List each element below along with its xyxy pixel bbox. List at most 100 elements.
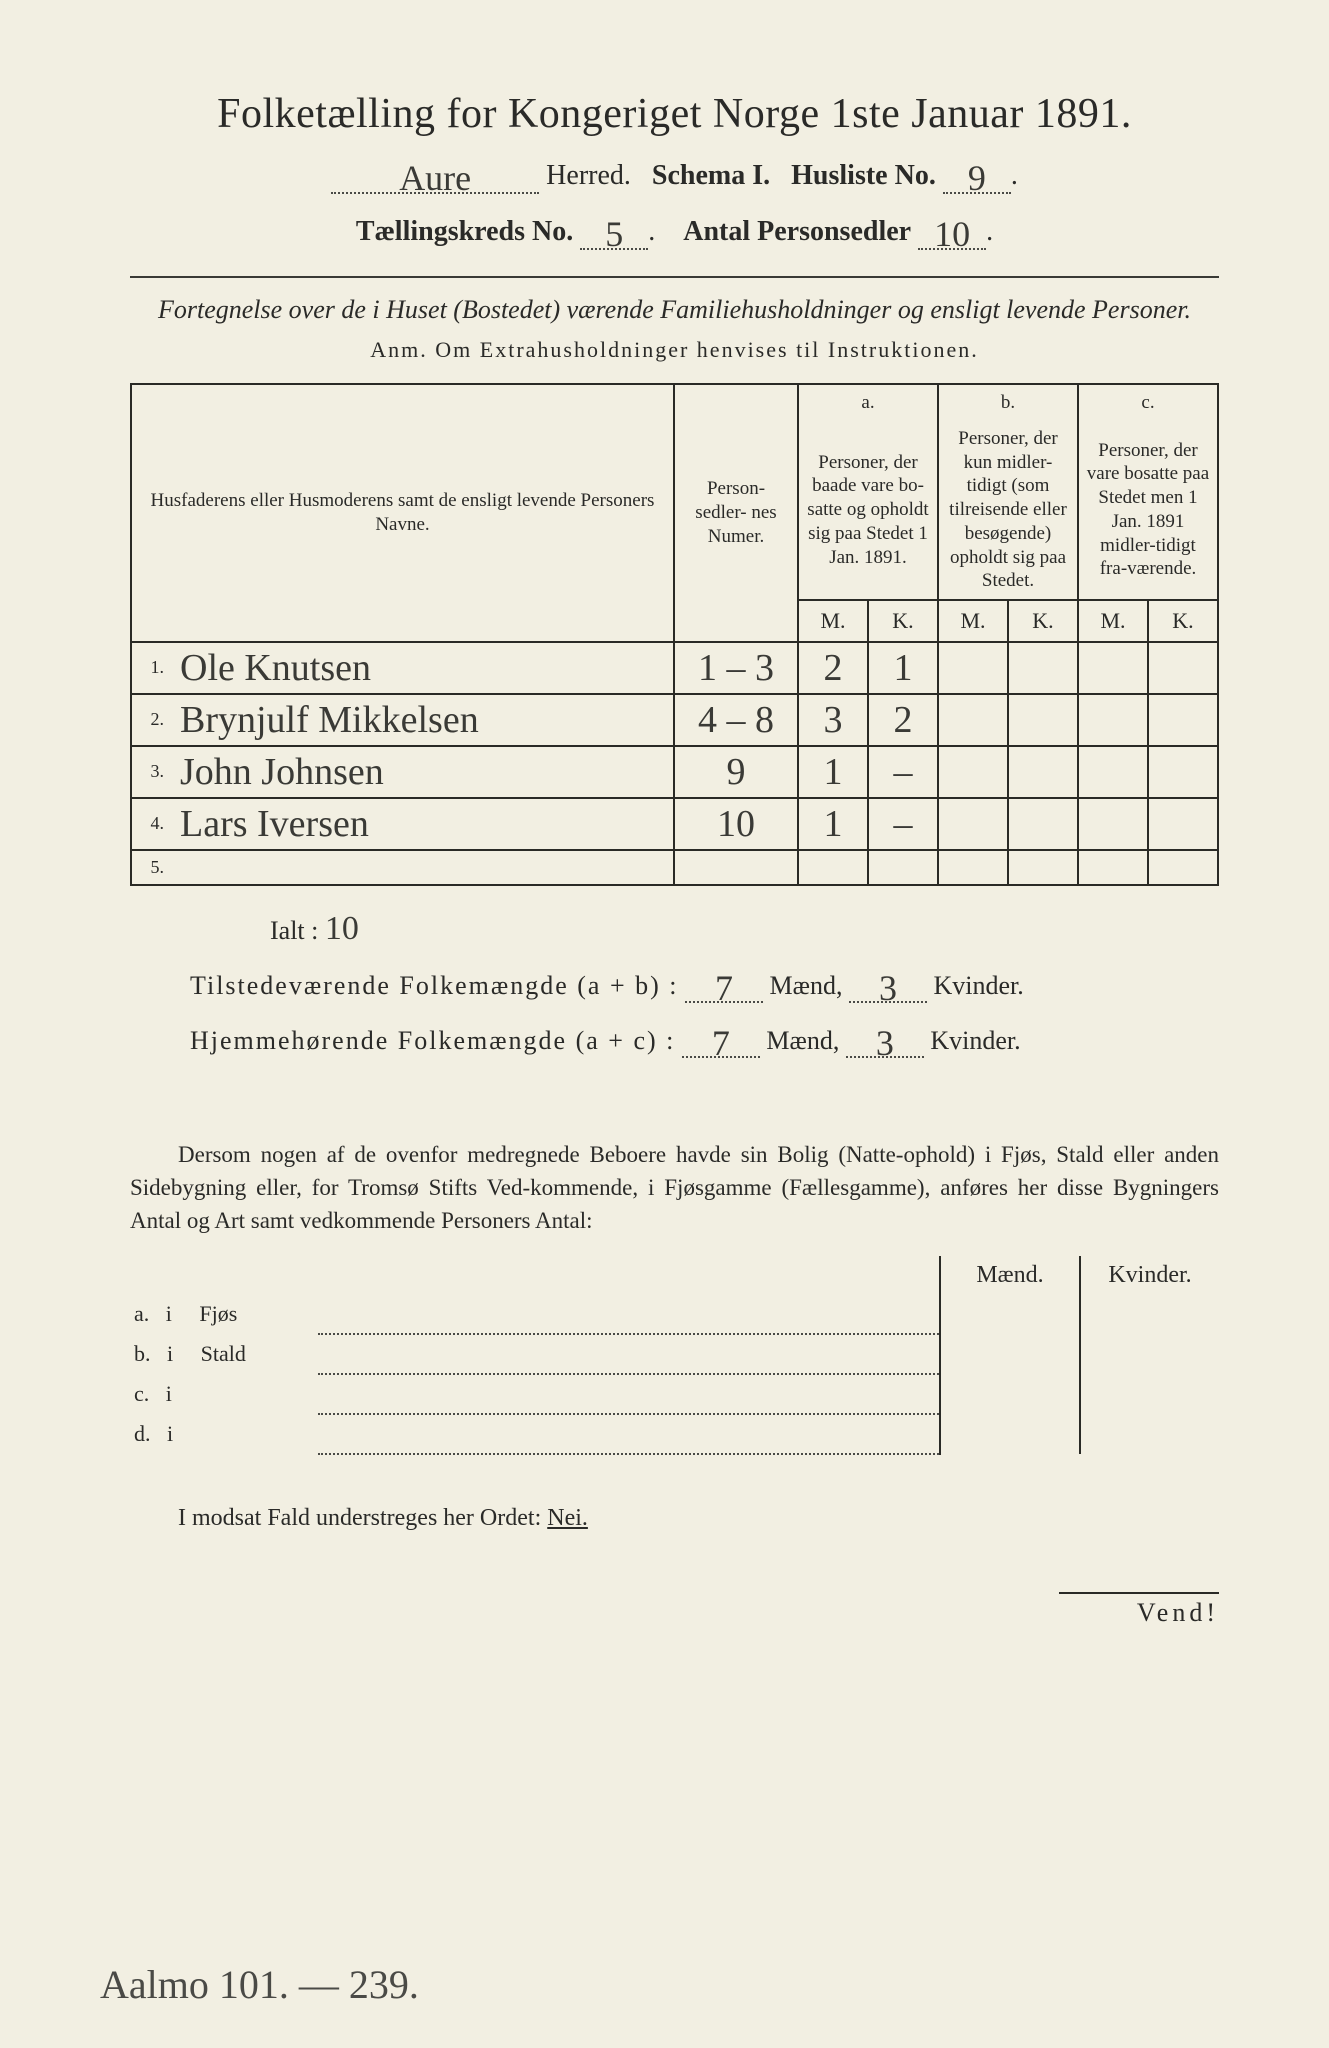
sum1-k-label: Kvinder. [933,971,1023,1000]
husliste-label: Husliste No. [791,160,936,191]
side-row-m [940,1414,1080,1454]
row-c-m [1078,850,1148,885]
side-row-k [1080,1414,1219,1454]
ialt-line: Ialt : 10 [270,910,1219,948]
side-row-k [1080,1295,1219,1334]
col-a-top: a. [798,384,938,421]
table-row: 3.John Johnsen91– [131,746,1218,798]
row-a-k [868,850,938,885]
side-row-m [940,1334,1080,1374]
side-row-label: c. i [130,1374,318,1414]
row-a-m: 3 [798,694,868,746]
row-b-k [1008,746,1078,798]
row-numer: 9 [674,746,798,798]
row-b-m [938,746,1008,798]
row-numer: 10 [674,798,798,850]
row-a-m: 1 [798,798,868,850]
row-c-k [1148,798,1218,850]
vend-label: Vend! [1059,1592,1219,1628]
row-name: John Johnsen [170,746,674,798]
side-row-m [940,1295,1080,1334]
row-b-m [938,798,1008,850]
col-a-k: K. [868,600,938,642]
kreds-value: 5 [605,218,623,250]
side-head-m: Mænd. [940,1256,1080,1295]
row-c-k [1148,694,1218,746]
row-numer: 1 – 3 [674,642,798,694]
herred-label: Herred. [546,160,631,191]
side-row-k [1080,1374,1219,1414]
divider [130,276,1219,278]
row-b-k [1008,850,1078,885]
side-row-k [1080,1334,1219,1374]
page-title: Folketælling for Kongeriget Norge 1ste J… [130,90,1219,138]
side-row: c. i [130,1374,1219,1414]
antal-value: 10 [934,218,970,250]
row-b-k [1008,798,1078,850]
row-c-k [1148,746,1218,798]
row-a-k: 1 [868,642,938,694]
sum1-m: 7 [715,972,733,1004]
sum2-k: 3 [876,1027,894,1059]
row-c-k [1148,850,1218,885]
row-b-k [1008,694,1078,746]
col-c-k: K. [1148,600,1218,642]
row-number: 1. [131,642,170,694]
nei-text: I modsat Fald understreges her Ordet: [178,1505,541,1531]
row-c-k [1148,642,1218,694]
table-row: 4.Lars Iversen101– [131,798,1218,850]
sum2-label: Hjemmehørende Folkemængde (a + c) : [190,1026,675,1055]
sum2-k-label: Kvinder. [930,1026,1020,1055]
row-number: 3. [131,746,170,798]
row-b-m [938,642,1008,694]
row-number: 4. [131,798,170,850]
side-row-dots [318,1374,940,1414]
census-form-sheet: Folketælling for Kongeriget Norge 1ste J… [0,0,1329,2048]
ialt-value: 10 [325,910,359,947]
col-b-k: K. [1008,600,1078,642]
sum-resident: Hjemmehørende Folkemængde (a + c) : 7 Mæ… [190,1021,1219,1058]
side-head-k: Kvinder. [1080,1256,1219,1295]
side-row-m [940,1374,1080,1414]
col-b-top: b. [938,384,1078,421]
header-line-1: Aure Herred. Schema I. Husliste No. 9. [130,156,1219,194]
row-c-m [1078,694,1148,746]
row-name: Brynjulf Mikkelsen [170,694,674,746]
col-numer: Person- sedler- nes Numer. [674,384,798,642]
husliste-value: 9 [968,162,986,194]
side-row-label: a. i Fjøs [130,1295,318,1334]
sum1-m-label: Mænd, [770,971,843,1000]
census-table: Husfaderens eller Husmoderens samt de en… [130,383,1219,886]
antal-label: Antal Personsedler [683,216,911,247]
header-line-2: Tællingskreds No. 5. Antal Personsedler … [130,212,1219,250]
side-row-label: d. i [130,1414,318,1454]
row-c-m [1078,746,1148,798]
col-c-m: M. [1078,600,1148,642]
row-numer [674,850,798,885]
side-row: b. i Stald [130,1334,1219,1374]
row-name [170,850,674,885]
table-row: 2.Brynjulf Mikkelsen4 – 832 [131,694,1218,746]
row-a-k: – [868,798,938,850]
nei-line: I modsat Fald understreges her Ordet: Ne… [130,1505,1219,1532]
col-a: Personer, der baade vare bo-satte og oph… [798,421,938,600]
row-a-m [798,850,868,885]
kreds-label: Tællingskreds No. [356,216,573,247]
row-b-k [1008,642,1078,694]
nei-word: Nei. [547,1505,588,1531]
table-row: 5. [131,850,1218,885]
row-name: Ole Knutsen [170,642,674,694]
side-row-dots [318,1295,940,1334]
sum1-k: 3 [879,972,897,1004]
row-number: 2. [131,694,170,746]
side-building-paragraph: Dersom nogen af de ovenfor medregnede Be… [130,1138,1219,1238]
row-name: Lars Iversen [170,798,674,850]
row-c-m [1078,642,1148,694]
row-numer: 4 – 8 [674,694,798,746]
row-a-k: 2 [868,694,938,746]
row-a-m: 1 [798,746,868,798]
table-row: 1.Ole Knutsen1 – 321 [131,642,1218,694]
schema-label: Schema I. [652,160,770,191]
side-row-label: b. i Stald [130,1334,318,1374]
herred-value: Aure [399,162,471,194]
